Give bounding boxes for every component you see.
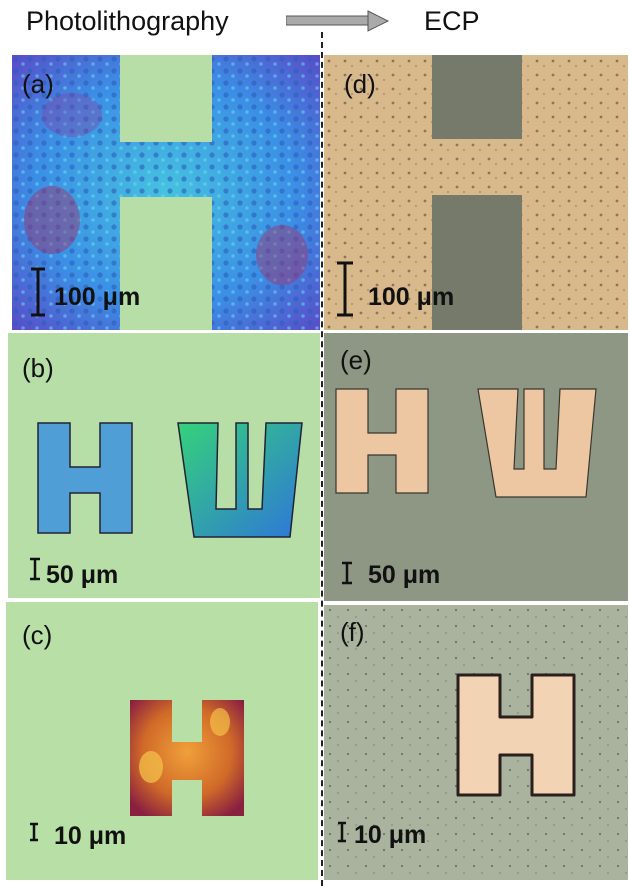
panel-f-image: (f) 10 μm bbox=[324, 605, 628, 880]
h-pattern-copper-small bbox=[324, 605, 628, 880]
scale-label: 100 μm bbox=[368, 283, 455, 311]
scale-label: 10 μm bbox=[54, 822, 127, 850]
panel-label: (e) bbox=[340, 345, 372, 375]
panel-d-image: (d) 100 μm bbox=[324, 55, 628, 330]
right-column-title: ECP bbox=[424, 6, 480, 36]
scale-bar bbox=[338, 821, 346, 843]
h-and-w-patterns-resist bbox=[8, 333, 320, 598]
panel-label: (c) bbox=[22, 620, 53, 650]
h-and-w-patterns-copper bbox=[324, 333, 628, 601]
scale-bar bbox=[30, 557, 40, 581]
scale-label: 100 μm bbox=[54, 283, 141, 311]
scale-label: 50 μm bbox=[368, 561, 441, 589]
column-divider bbox=[321, 32, 323, 886]
panel-b-image: (b) 50 μm bbox=[8, 333, 320, 598]
scale-bar bbox=[342, 561, 352, 585]
panel-label: (d) bbox=[344, 69, 376, 99]
h-pattern-copper-large bbox=[324, 55, 628, 330]
right-arrow-icon bbox=[286, 10, 390, 32]
panel-c-image: (c) 10 μm bbox=[6, 602, 318, 880]
h-pattern-resist-large bbox=[12, 55, 320, 330]
panel-label: (b) bbox=[22, 353, 54, 383]
scale-bar bbox=[337, 261, 353, 317]
panel-e-image: (e) 50 μm bbox=[324, 333, 628, 601]
scale-bar bbox=[31, 267, 45, 317]
scale-label: 50 μm bbox=[46, 561, 119, 589]
scale-label: 10 μm bbox=[354, 821, 427, 849]
panel-label: (f) bbox=[340, 617, 365, 647]
panel-a-image: (a) 100 μm bbox=[12, 55, 320, 330]
h-pattern-resist-small bbox=[6, 602, 318, 880]
panel-label: (a) bbox=[22, 69, 54, 99]
left-column-title: Photolithography bbox=[26, 6, 229, 36]
scale-bar bbox=[30, 822, 38, 842]
